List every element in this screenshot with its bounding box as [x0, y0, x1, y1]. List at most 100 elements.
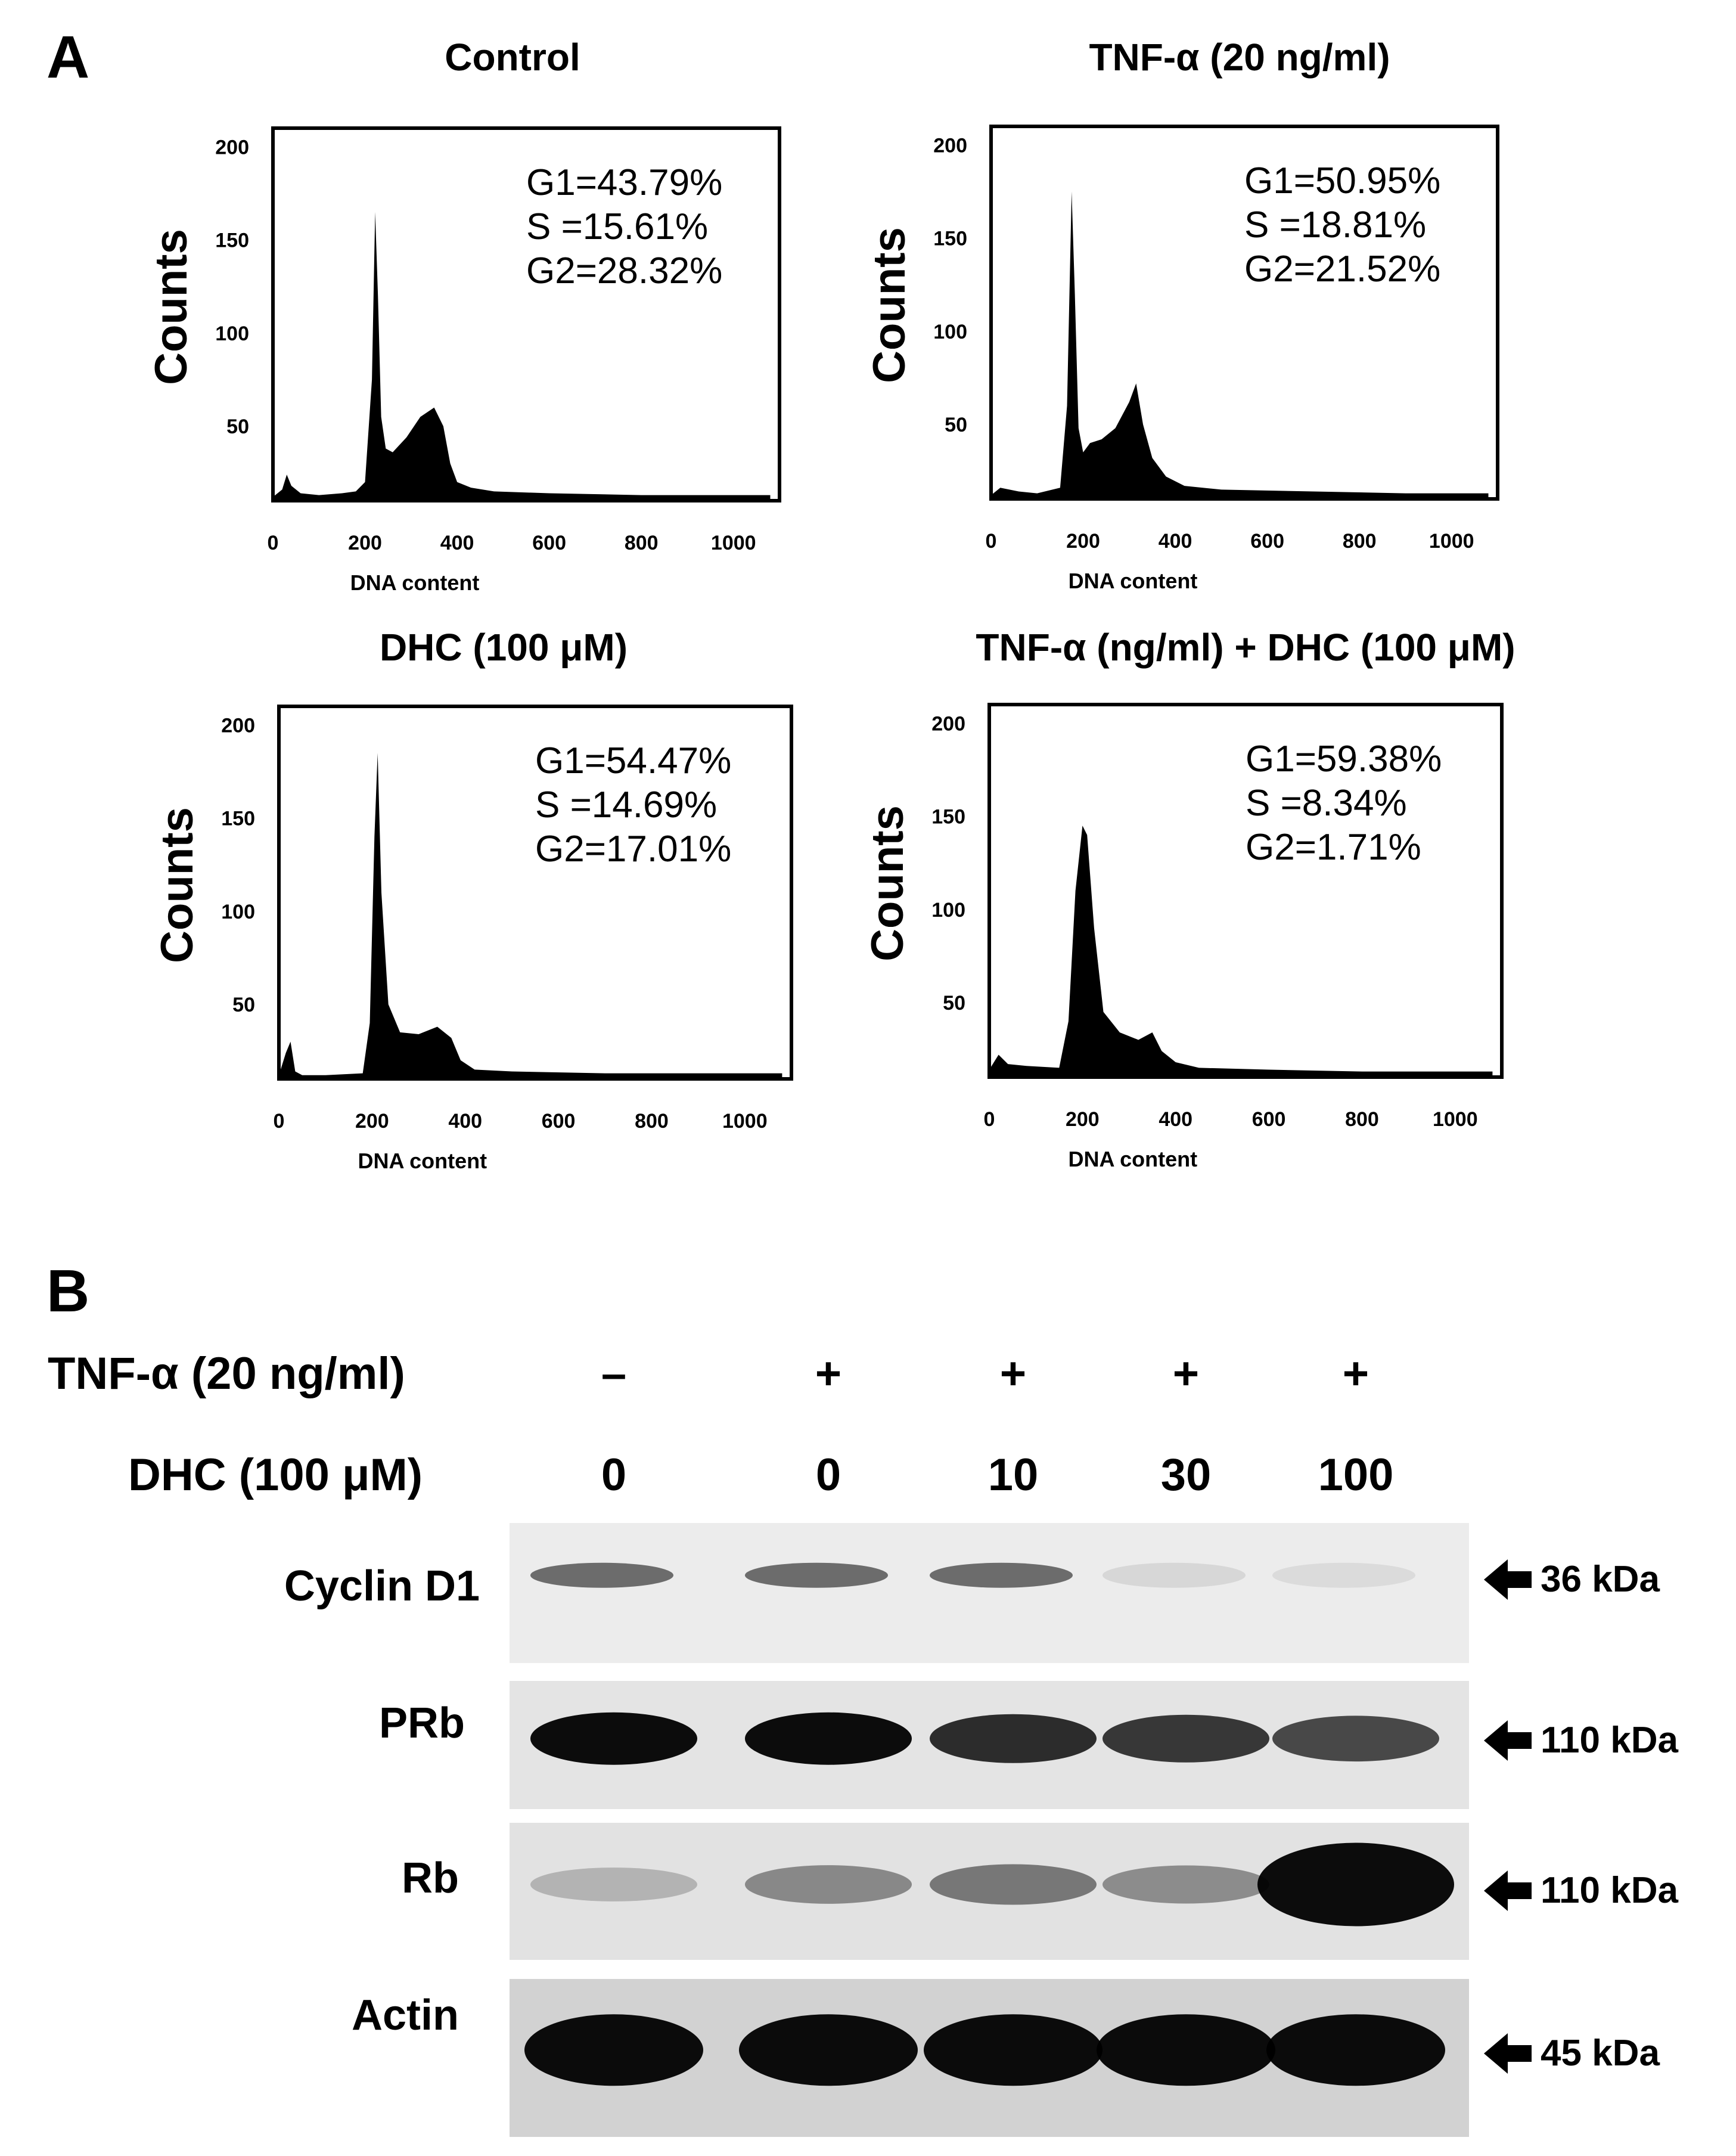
y-tick-label: 150 [215, 229, 249, 252]
lane-value: 100 [1318, 1450, 1394, 1500]
y-tick-label: 100 [215, 322, 249, 345]
plot-frame [989, 125, 1499, 501]
western-blot-panel: TNF-α (20 ng/ml) – + + + + DHC (100 μM) 0 0 10 30 1… [48, 1348, 1679, 2137]
x-tick-label: 800 [1343, 530, 1377, 553]
lane-value: 30 [1161, 1450, 1212, 1500]
cell-cycle-stat: S =15.61% [526, 206, 708, 247]
y-axis-label: Counts [152, 807, 203, 963]
y-axis-label: Counts [864, 227, 915, 383]
lane-value: + [1000, 1348, 1026, 1399]
x-tick-label: 1000 [1433, 1108, 1478, 1131]
treatment-label: DHC (100 μM) [128, 1450, 423, 1500]
treatment-label: TNF-α (20 ng/ml) [48, 1348, 405, 1399]
blot-band [930, 1562, 1073, 1588]
y-tick-label: 200 [933, 134, 967, 157]
x-tick-label: 600 [1250, 530, 1284, 553]
y-tick-label: 150 [931, 806, 965, 829]
histogram-2: TNF-α (20 ng/ml) 50 100 150 200 0 200 400 600 800… [864, 36, 1499, 593]
x-tick-label: 600 [542, 1110, 576, 1133]
cell-cycle-stat: G2=28.32% [526, 250, 722, 291]
x-tick-label: 0 [986, 530, 997, 553]
histogram-title: TNF-α (ng/ml) + DHC (100 μM) [976, 626, 1515, 669]
y-axis-label: Counts [146, 229, 197, 385]
x-tick-label: 0 [274, 1110, 285, 1133]
x-tick-label: 200 [1066, 530, 1100, 553]
histogram-1: Control 50 100 150 200 0 200 400 600 800 1000 DNA c… [146, 36, 781, 595]
histogram-3: DHC (100 μM) 50 100 150 200 0 200 400 600 800 1000… [152, 626, 793, 1173]
x-tick-label: 600 [532, 532, 566, 554]
x-tick-label: 200 [355, 1110, 389, 1133]
blot-band [924, 2014, 1103, 2086]
blot-row-3: Rb 110 kDa [402, 1823, 1679, 1960]
blot-band [1272, 1562, 1415, 1588]
y-tick-label: 150 [933, 228, 967, 250]
blot-band [1266, 2014, 1445, 2086]
histogram-title: DHC (100 μM) [380, 626, 628, 669]
plot-frame [271, 126, 781, 502]
blot-strip [510, 1523, 1469, 1663]
y-tick-label: 100 [931, 899, 965, 922]
blot-band [1103, 1865, 1269, 1904]
blot-band [530, 1712, 697, 1765]
molecular-weight-label: 45 kDa [1541, 2033, 1660, 2074]
y-tick-label: 200 [221, 714, 255, 737]
x-tick-label: 1000 [1429, 530, 1474, 553]
blot-band [1257, 1842, 1454, 1927]
protein-label: PRb [379, 1699, 465, 1747]
histogram-4: TNF-α (ng/ml) + DHC (100 μM) 50 100 150 200 0… [862, 626, 1515, 1171]
lane-value: 0 [601, 1450, 626, 1500]
blot-band [745, 1712, 912, 1765]
blot-band [745, 1562, 888, 1588]
blot-band [930, 1714, 1097, 1763]
cell-cycle-stat: S =18.81% [1244, 204, 1426, 246]
x-tick-label: 400 [440, 532, 474, 554]
cell-cycle-stat: G2=17.01% [535, 829, 731, 870]
blot-row-2: PRb 110 kDa [379, 1681, 1679, 1809]
x-tick-label: 400 [448, 1110, 482, 1133]
protein-label: Actin [352, 1991, 459, 2039]
y-tick-label: 50 [945, 414, 967, 436]
lane-value: 10 [988, 1450, 1039, 1500]
lane-value: – [601, 1348, 626, 1399]
blot-band [530, 1562, 673, 1588]
x-tick-label: 800 [635, 1110, 669, 1133]
cell-cycle-stat: S =14.69% [535, 784, 717, 826]
y-tick-label: 50 [226, 415, 249, 438]
blot-band [739, 2014, 918, 2086]
protein-label: Cyclin D1 [284, 1562, 480, 1610]
y-tick-label: 50 [232, 994, 255, 1016]
x-tick-label: 200 [348, 532, 382, 554]
molecular-weight-label: 36 kDa [1541, 1559, 1660, 1600]
y-tick-label: 100 [221, 901, 255, 923]
cell-cycle-stat: G2=1.71% [1246, 827, 1421, 868]
x-tick-label: 400 [1159, 1108, 1192, 1131]
x-tick-label: 600 [1252, 1108, 1286, 1131]
x-tick-label: 0 [268, 532, 279, 554]
molecular-weight-label: 110 kDa [1541, 1870, 1679, 1911]
arrow-left-icon [1484, 1870, 1532, 1911]
blot-band [1103, 1714, 1269, 1763]
histogram-title: TNF-α (20 ng/ml) [1089, 36, 1390, 79]
blot-band [745, 1865, 912, 1904]
y-tick-label: 50 [943, 992, 965, 1015]
lane-value: + [815, 1348, 841, 1399]
x-axis-label: DNA content [350, 570, 480, 595]
x-tick-label: 1000 [722, 1110, 768, 1133]
y-tick-label: 100 [933, 321, 967, 343]
cell-cycle-stat: G1=59.38% [1246, 739, 1442, 780]
x-tick-label: 400 [1159, 530, 1192, 553]
cell-cycle-stat: G1=43.79% [526, 162, 722, 203]
y-axis-label: Counts [862, 805, 913, 961]
cell-cycle-stat: G2=21.52% [1244, 249, 1440, 290]
treatment-row-2: DHC (100 μM) 0 0 10 30 100 [128, 1450, 1393, 1500]
x-axis-label: DNA content [1069, 569, 1198, 593]
plot-frame [277, 705, 793, 1081]
blot-band [524, 2014, 703, 2086]
x-tick-label: 1000 [711, 532, 756, 554]
histogram-fill [989, 826, 1493, 1077]
blot-row-4: Actin 45 kDa [352, 1979, 1660, 2137]
x-axis-label: DNA content [358, 1149, 487, 1173]
arrow-left-icon [1484, 1559, 1532, 1600]
